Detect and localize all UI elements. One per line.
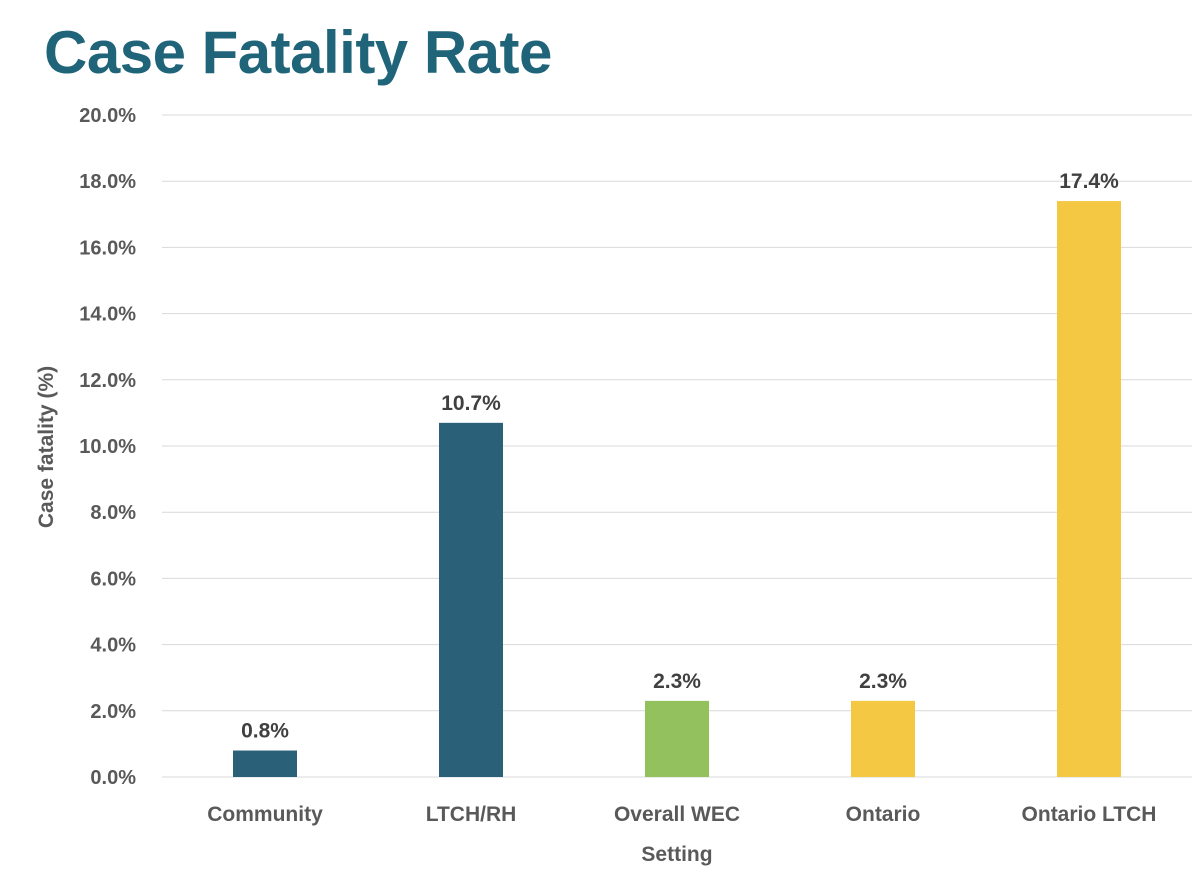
y-tick-label: 2.0%	[90, 701, 136, 723]
y-tick-label: 16.0%	[79, 237, 136, 259]
bar	[645, 700, 709, 777]
data-label: 0.8%	[241, 720, 289, 743]
data-labels: 0.8% 10.7% 2.3% 2.3% 17.4%	[241, 170, 1119, 742]
y-axis-title: Case fatality (%)	[35, 366, 58, 528]
bar	[851, 700, 915, 777]
y-axis-ticks: 0.0% 2.0% 4.0% 6.0% 8.0% 10.0% 12.0% 14.0% 16.0%…	[79, 105, 136, 789]
x-axis-categories: Community LTCH/RH Overall WEC Ontario Ontari…	[207, 803, 1156, 826]
data-label: 17.4%	[1059, 170, 1119, 193]
x-category-label: Ontario	[846, 803, 921, 826]
y-tick-label: 4.0%	[90, 635, 136, 657]
x-category-label: LTCH/RH	[426, 803, 517, 826]
y-tick-label: 12.0%	[79, 370, 136, 392]
y-tick-label: 0.0%	[90, 767, 136, 789]
data-label: 2.3%	[859, 670, 907, 693]
bars	[233, 201, 1121, 777]
page-title: Case Fatality Rate	[44, 19, 552, 86]
y-tick-label: 10.0%	[79, 436, 136, 458]
data-label: 10.7%	[441, 392, 501, 415]
y-tick-label: 8.0%	[90, 502, 136, 524]
y-tick-label: 20.0%	[79, 105, 136, 127]
data-label: 2.3%	[653, 670, 701, 693]
x-category-label: Overall WEC	[614, 803, 740, 826]
y-tick-label: 18.0%	[79, 171, 136, 193]
bar	[1057, 201, 1121, 777]
bar	[439, 422, 503, 777]
x-axis-title: Setting	[641, 843, 712, 866]
bar	[233, 750, 297, 777]
x-category-label: Community	[207, 803, 323, 826]
y-tick-label: 14.0%	[79, 304, 136, 326]
y-tick-label: 6.0%	[90, 568, 136, 590]
x-category-label: Ontario LTCH	[1022, 803, 1157, 826]
